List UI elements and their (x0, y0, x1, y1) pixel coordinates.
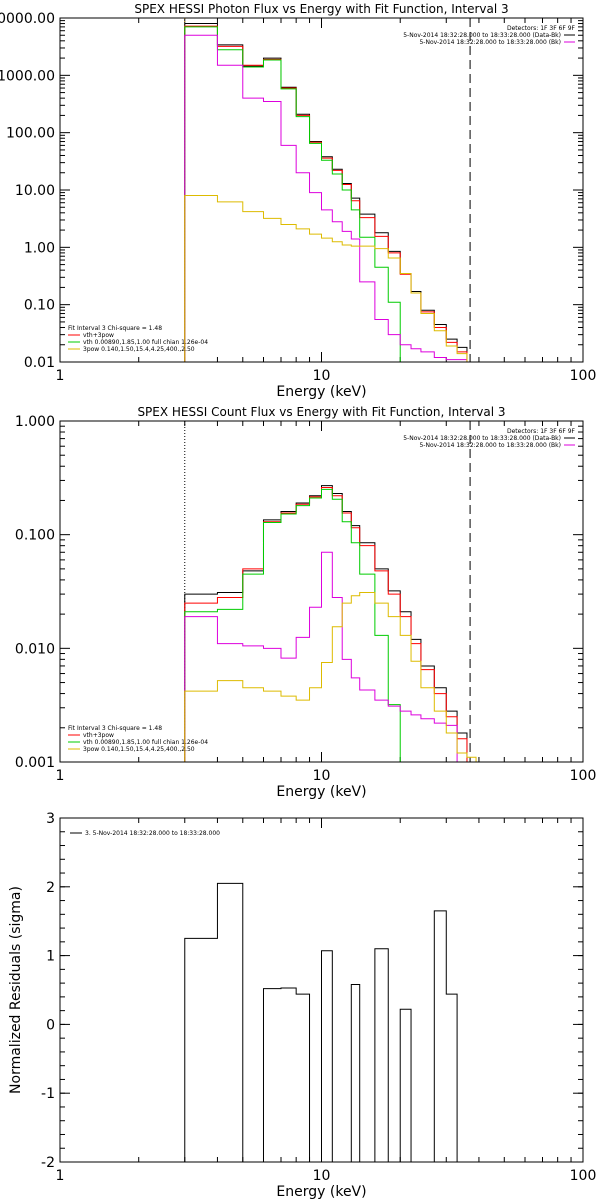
panel2-x-tick-label: 1 (56, 768, 65, 784)
panel3-series-0-step-line (184, 882, 458, 1162)
panel1-x-tick-label: 1 (56, 368, 65, 384)
panel2-series-0-step-line (184, 485, 468, 762)
panel1-frame (59, 17, 584, 363)
panel3-y-tick-label: 0 (46, 1017, 55, 1033)
panel3-y-tick-label: -2 (41, 1155, 55, 1171)
panel2-y-tick-label: 0.001 (15, 755, 55, 771)
panel1-series-4-step-line (184, 195, 468, 362)
panel2-frame (59, 420, 584, 763)
panel2-x-axis-label: Energy (keV) (276, 784, 366, 800)
panel3-frame (59, 817, 584, 1163)
panel3-y-tick-label: 3 (46, 811, 55, 827)
panel3-x-tick-label: 1 (56, 1168, 65, 1184)
panel1-legend-fit-3: 3pow 0.140,1.50,15.4,4.25,400.,2.50 (83, 346, 195, 353)
panel2-y-tick-label: 0.100 (15, 528, 55, 544)
panel2-x-tick-label: 10 (313, 768, 331, 784)
panel3-y-tick-label: -1 (41, 1086, 55, 1102)
panel1-y-tick-label: 0.01 (24, 355, 55, 371)
panel3-x-axis-label: Energy (keV) (276, 1184, 366, 1200)
panel2-y-tick-label: 1.000 (15, 414, 55, 430)
panel3-x-tick-label: 100 (570, 1168, 597, 1184)
panel1-y-tick-label: 0.10 (24, 298, 55, 314)
panel1-legend-interval-1: 5-Nov-2014 18:32:28.000 to 18:33:28.000 … (403, 32, 561, 39)
panel2-series-1-step-line (184, 487, 468, 762)
panel2-y-tick-label: 0.010 (15, 641, 55, 657)
panel2-title: SPEX HESSI Count Flux vs Energy with Fit… (137, 405, 505, 419)
panel3-y-axis-label: Normalized Residuals (sigma) (8, 886, 24, 1094)
panel1-legend-interval-2: 5-Nov-2014 18:32:28.000 to 18:33:28.000 … (419, 39, 561, 46)
panel1-legend-fit-1: vth+3pow (83, 332, 114, 339)
panel2-x-tick-label: 100 (570, 768, 597, 784)
panel3-legend-interval: 3. 5-Nov-2014 18:32:28.000 to 18:33:28.0… (85, 830, 220, 837)
panel2-series-4-step-line (184, 591, 477, 762)
panel2-legend-fit-2: vth 0.00890,1.85,1.00 full chian 1.26e-0… (83, 739, 208, 746)
panel1-x-tick-label: 10 (313, 368, 331, 384)
panel1-y-tick-label: 1000.00 (0, 68, 55, 84)
panel2-legend-interval-1: 5-Nov-2014 18:32:28.000 to 18:33:28.000 … (403, 435, 561, 442)
panel1-x-tick-label: 100 (570, 368, 597, 384)
panel2-legend-fit-1: vth+3pow (83, 732, 114, 739)
panel2-legend-fit-interval: Fit Interval 3 Chi-square = 1.48 (68, 725, 162, 732)
panel1-legend-fit-interval: Fit Interval 3 Chi-square = 1.48 (68, 325, 162, 332)
panel1-x-axis-label: Energy (keV) (276, 384, 366, 400)
panel1-title: SPEX HESSI Photon Flux vs Energy with Fi… (134, 2, 508, 16)
panel1-legend-detectors: Detectors: 1F 3F 6F 9F (507, 25, 576, 32)
panel1-legend-fit-2: vth 0.00890,1.85,1.00 full chian 1.26e-0… (83, 339, 208, 346)
panel2-legend-detectors: Detectors: 1F 3F 6F 9F (507, 428, 576, 435)
panel3-y-tick-label: 2 (46, 880, 55, 896)
panel1-series-2-step-line (184, 26, 401, 362)
panel1-y-tick-label: 100.00 (6, 126, 55, 142)
panel1-y-tick-label: 1.00 (24, 240, 55, 256)
panel3-x-tick-label: 10 (313, 1168, 331, 1184)
panel1-y-tick-label: 10000.00 (0, 11, 55, 27)
panel2-legend-fit-3: 3pow 0.140,1.50,15.4,4.25,400.,2.50 (83, 746, 195, 753)
panel2-legend-interval-2: 5-Nov-2014 18:32:28.000 to 18:33:28.000 … (419, 442, 561, 449)
panel3-y-tick-label: 1 (46, 949, 55, 965)
panel1-y-tick-label: 10.00 (15, 183, 55, 199)
panel1-series-1-step-line (184, 25, 468, 362)
panel2-series-2-step-line (184, 488, 401, 762)
panel1-series-3-step-line (184, 34, 468, 362)
